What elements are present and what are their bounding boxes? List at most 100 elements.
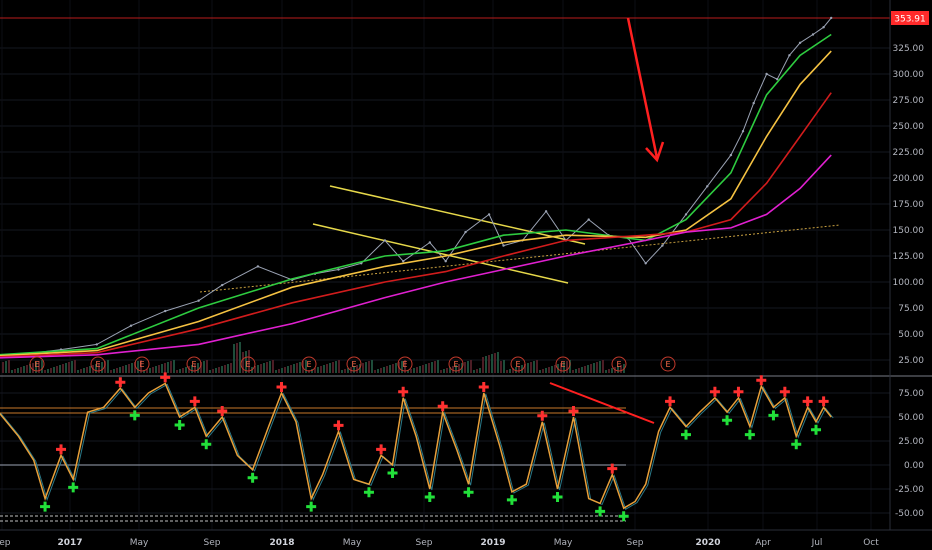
- osc-tick-label: -50.00: [895, 509, 924, 519]
- volume-bar: [167, 362, 169, 373]
- earnings-marker[interactable]: [186, 356, 202, 372]
- volume-bar: [422, 365, 424, 373]
- volume-bar: [419, 366, 421, 373]
- volume-bar: [200, 362, 202, 373]
- price-tick-label: 75.00: [898, 304, 924, 314]
- volume-bar: [335, 361, 337, 373]
- earnings-marker[interactable]: [611, 356, 627, 372]
- volume-bar: [434, 361, 436, 373]
- volume-bar: [608, 369, 610, 373]
- earnings-marker[interactable]: [397, 356, 413, 372]
- volume-bar: [494, 353, 496, 373]
- price-point: [776, 78, 779, 81]
- earnings-marker[interactable]: [240, 356, 256, 372]
- price-series-line: [0, 154, 832, 359]
- price-point: [661, 244, 664, 247]
- price-point: [221, 283, 224, 287]
- oscillator-annotations: [0, 382, 655, 522]
- volume-bar: [440, 370, 442, 373]
- earnings-marker[interactable]: [346, 356, 362, 372]
- volume-bar: [500, 361, 502, 373]
- volume-bar: [98, 363, 100, 373]
- sell-marker: [818, 396, 829, 407]
- volume-bar: [590, 364, 592, 373]
- volume-bar: [374, 370, 376, 373]
- sell-marker: [478, 382, 489, 392]
- volume-bar: [50, 368, 52, 373]
- volume-bar: [572, 370, 574, 373]
- volume-bar: [254, 366, 256, 373]
- earnings-marker[interactable]: [29, 356, 45, 372]
- volume-bar: [164, 363, 166, 373]
- volume-bar: [146, 369, 148, 373]
- price-point: [752, 101, 755, 105]
- price-tick-label: 275.00: [893, 96, 925, 106]
- price-tick-label: 325.00: [893, 44, 925, 54]
- volume-bar: [332, 362, 334, 373]
- earnings-label: E: [306, 360, 311, 369]
- volume-bar: [407, 370, 409, 373]
- price-point: [95, 343, 99, 346]
- volume-bar: [278, 369, 280, 373]
- earnings-label: E: [95, 360, 100, 369]
- volume-bar: [545, 368, 547, 373]
- sell-marker: [217, 406, 228, 416]
- time-tick-label: May: [554, 538, 573, 548]
- volume-bar: [176, 370, 178, 373]
- volume-bar: [113, 369, 115, 373]
- earnings-marker[interactable]: [510, 356, 526, 372]
- sell-marker: [437, 401, 448, 412]
- volume-bar: [47, 369, 49, 373]
- volume-bar: [323, 365, 325, 373]
- volume-bar: [269, 361, 271, 373]
- price-series-line: [0, 17, 832, 358]
- price-point: [811, 33, 815, 36]
- buy-marker: [129, 410, 140, 421]
- earnings-marker[interactable]: [660, 356, 676, 372]
- volume-bar: [425, 364, 427, 373]
- buy-marker: [463, 487, 474, 498]
- long-trendline: [199, 224, 841, 293]
- volume-bar: [218, 367, 220, 373]
- volume-bar: [104, 361, 106, 373]
- earnings-marker[interactable]: [301, 356, 317, 372]
- price-point: [256, 265, 260, 268]
- earnings-marker[interactable]: [134, 356, 150, 372]
- earnings-label: E: [139, 360, 144, 369]
- volume-bar: [260, 364, 262, 373]
- earnings-label: E: [665, 360, 670, 369]
- price-point: [788, 54, 791, 57]
- volume-bar: [485, 356, 487, 373]
- volume-bar: [125, 365, 127, 373]
- volume-bar: [467, 361, 469, 373]
- price-series-line: [0, 33, 832, 356]
- oscillator-markers: [40, 372, 829, 522]
- channel-upper-1: [329, 185, 586, 245]
- volume-bar: [89, 366, 91, 373]
- volume-bar: [131, 363, 133, 373]
- volume-bar: [194, 364, 196, 373]
- price-point: [729, 153, 733, 157]
- volume-bar: [371, 360, 373, 373]
- volume-bar: [533, 361, 535, 373]
- earnings-marker[interactable]: [555, 356, 571, 372]
- volume-bar: [317, 367, 319, 373]
- price-series-line: [0, 50, 832, 357]
- volume-bar: [77, 370, 79, 373]
- sell-marker: [756, 375, 767, 386]
- volume-bar: [611, 368, 613, 373]
- volume-bar: [224, 365, 226, 373]
- volume-bar: [17, 368, 19, 373]
- sell-marker: [802, 396, 813, 407]
- volume-bar: [527, 363, 529, 373]
- volume-bar: [383, 367, 385, 373]
- volume-bar: [449, 367, 451, 373]
- earnings-marker[interactable]: [448, 356, 464, 372]
- volume-bar: [497, 352, 499, 373]
- earnings-marker[interactable]: [90, 356, 106, 372]
- oscillator-signal-line: [0, 383, 834, 510]
- volume-bar: [605, 370, 607, 373]
- price-tick-label: 225.00: [893, 148, 925, 158]
- osc-divergence-line: [549, 382, 655, 424]
